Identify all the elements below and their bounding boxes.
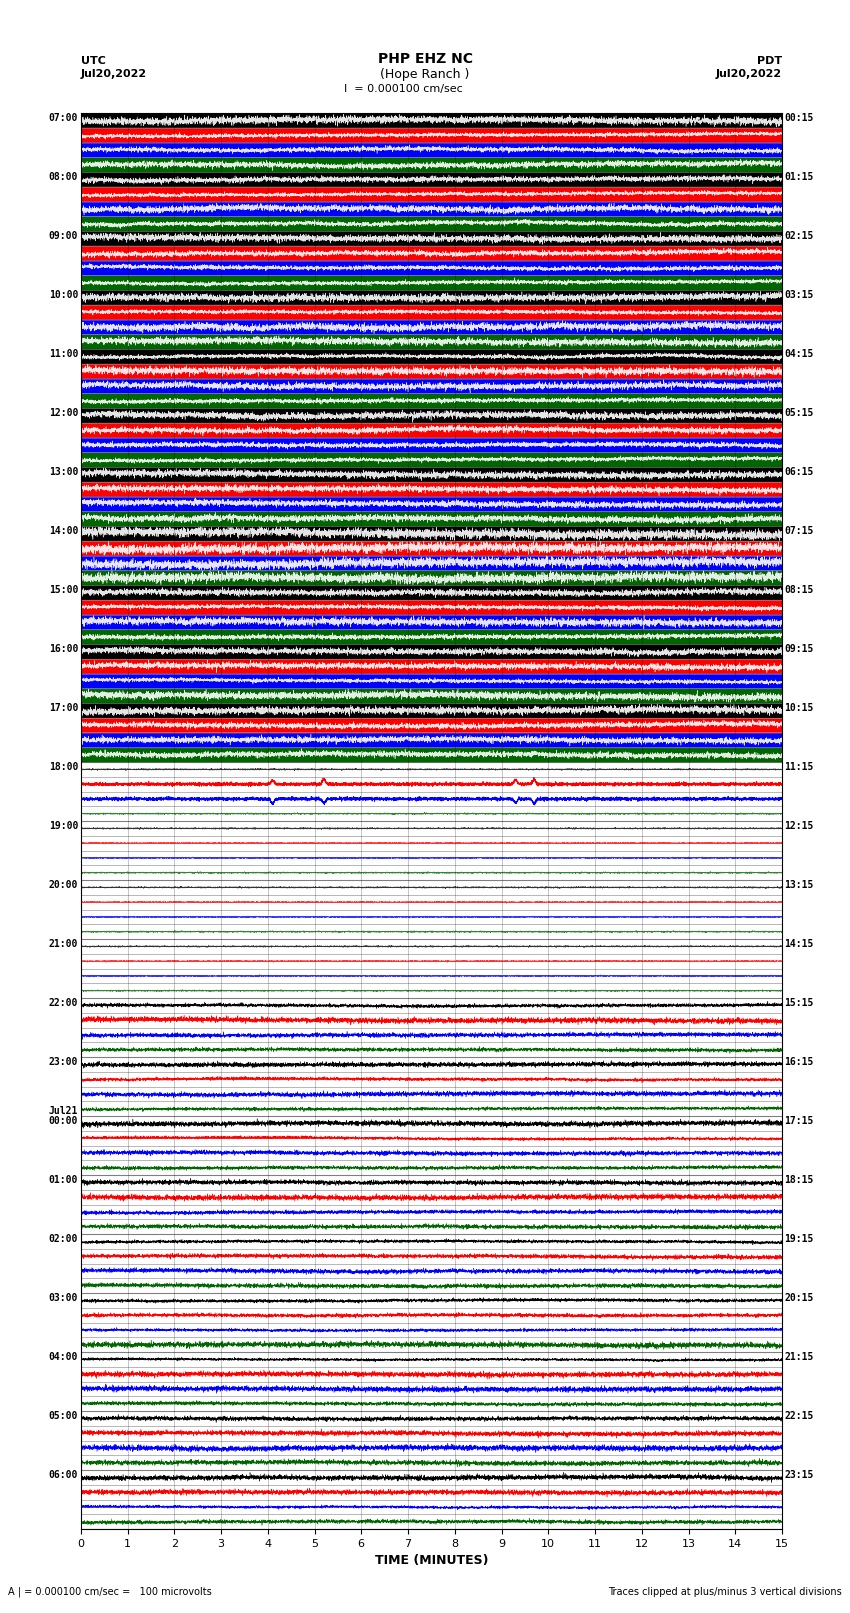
Text: 17:15: 17:15	[785, 1116, 814, 1126]
Text: 23:00: 23:00	[48, 1057, 78, 1068]
Text: 12:00: 12:00	[48, 408, 78, 418]
Text: 15:00: 15:00	[48, 586, 78, 595]
Text: 12:15: 12:15	[785, 821, 814, 831]
Text: 11:15: 11:15	[785, 761, 814, 773]
Text: Jul21: Jul21	[48, 1107, 78, 1116]
Text: 21:15: 21:15	[785, 1352, 814, 1361]
Text: 14:15: 14:15	[785, 939, 814, 948]
Text: 16:00: 16:00	[48, 644, 78, 653]
Text: 04:15: 04:15	[785, 348, 814, 360]
Text: 06:15: 06:15	[785, 468, 814, 477]
Text: 01:00: 01:00	[48, 1174, 78, 1186]
Text: Jul20,2022: Jul20,2022	[81, 69, 147, 79]
X-axis label: TIME (MINUTES): TIME (MINUTES)	[375, 1555, 488, 1568]
Text: 13:00: 13:00	[48, 468, 78, 477]
Text: 08:15: 08:15	[785, 586, 814, 595]
Text: 07:15: 07:15	[785, 526, 814, 536]
Text: 10:00: 10:00	[48, 290, 78, 300]
Text: 19:00: 19:00	[48, 821, 78, 831]
Text: 11:00: 11:00	[48, 348, 78, 360]
Text: I  = 0.000100 cm/sec: I = 0.000100 cm/sec	[344, 84, 463, 94]
Text: Jul20,2022: Jul20,2022	[716, 69, 782, 79]
Text: 19:15: 19:15	[785, 1234, 814, 1244]
Text: 16:15: 16:15	[785, 1057, 814, 1068]
Text: 09:00: 09:00	[48, 231, 78, 240]
Text: 15:15: 15:15	[785, 998, 814, 1008]
Text: 08:00: 08:00	[48, 173, 78, 182]
Text: A | = 0.000100 cm/sec =   100 microvolts: A | = 0.000100 cm/sec = 100 microvolts	[8, 1586, 212, 1597]
Text: 04:00: 04:00	[48, 1352, 78, 1361]
Text: 02:15: 02:15	[785, 231, 814, 240]
Text: 18:15: 18:15	[785, 1174, 814, 1186]
Text: 13:15: 13:15	[785, 881, 814, 890]
Text: 06:00: 06:00	[48, 1469, 78, 1481]
Text: PDT: PDT	[756, 56, 782, 66]
Text: 23:15: 23:15	[785, 1469, 814, 1481]
Text: 02:00: 02:00	[48, 1234, 78, 1244]
Text: 14:00: 14:00	[48, 526, 78, 536]
Text: 18:00: 18:00	[48, 761, 78, 773]
Text: 09:15: 09:15	[785, 644, 814, 653]
Text: (Hope Ranch ): (Hope Ranch )	[380, 68, 470, 81]
Text: 22:00: 22:00	[48, 998, 78, 1008]
Text: 03:00: 03:00	[48, 1294, 78, 1303]
Text: 03:15: 03:15	[785, 290, 814, 300]
Text: 05:15: 05:15	[785, 408, 814, 418]
Text: 17:00: 17:00	[48, 703, 78, 713]
Text: 22:15: 22:15	[785, 1411, 814, 1421]
Text: 00:15: 00:15	[785, 113, 814, 123]
Text: Traces clipped at plus/minus 3 vertical divisions: Traces clipped at plus/minus 3 vertical …	[608, 1587, 842, 1597]
Text: 21:00: 21:00	[48, 939, 78, 948]
Text: PHP EHZ NC: PHP EHZ NC	[377, 52, 473, 66]
Text: 01:15: 01:15	[785, 173, 814, 182]
Text: 10:15: 10:15	[785, 703, 814, 713]
Text: 05:00: 05:00	[48, 1411, 78, 1421]
Text: 07:00: 07:00	[48, 113, 78, 123]
Text: 20:15: 20:15	[785, 1294, 814, 1303]
Text: 20:00: 20:00	[48, 881, 78, 890]
Text: UTC: UTC	[81, 56, 105, 66]
Text: 00:00: 00:00	[48, 1116, 78, 1126]
